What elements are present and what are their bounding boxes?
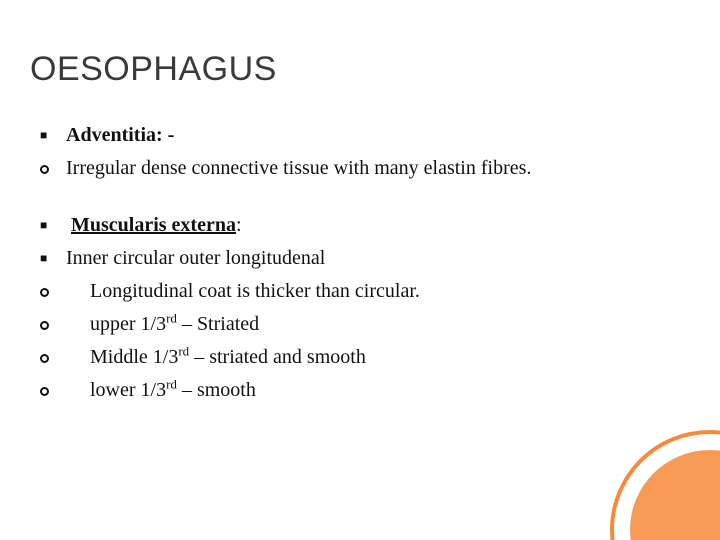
circle-bullet-icon — [40, 342, 66, 373]
circle-bullet-icon — [40, 276, 66, 307]
list-item: Middle 1/3rd – striated and smooth — [40, 342, 680, 373]
list-item: ■ Adventitia: - — [40, 120, 680, 151]
list-item: lower 1/3rd – smooth — [40, 375, 680, 406]
list-item: ■ Muscularis externa: — [40, 210, 680, 241]
square-bullet-icon: ■ — [40, 243, 66, 274]
item-text: Longitudinal coat is thicker than circul… — [66, 276, 680, 307]
list-item: Longitudinal coat is thicker than circul… — [40, 276, 680, 307]
item-text: Irregular dense connective tissue with m… — [66, 153, 680, 184]
item-text: upper 1/3rd – Striated — [66, 309, 680, 340]
circle-bullet-icon — [40, 153, 66, 184]
slide-content: ■ Adventitia: - Irregular dense connecti… — [40, 120, 680, 408]
square-bullet-icon: ■ — [40, 210, 66, 241]
spacer — [40, 186, 680, 210]
square-bullet-icon: ■ — [40, 120, 66, 151]
item-text: Muscularis externa: — [66, 210, 680, 241]
list-item: upper 1/3rd – Striated — [40, 309, 680, 340]
item-text: Inner circular outer longitudenal — [66, 243, 680, 274]
slide-title: OESOPHAGUS — [30, 50, 277, 89]
circle-bullet-icon — [40, 375, 66, 406]
slide: OESOPHAGUS ■ Adventitia: - Irregular den… — [0, 0, 720, 540]
item-text: Adventitia: - — [66, 120, 680, 151]
circle-bullet-icon — [40, 309, 66, 340]
list-item: ■ Inner circular outer longitudenal — [40, 243, 680, 274]
corner-decoration-icon — [610, 430, 720, 540]
item-text: Middle 1/3rd – striated and smooth — [66, 342, 680, 373]
list-item: Irregular dense connective tissue with m… — [40, 153, 680, 184]
item-text: lower 1/3rd – smooth — [66, 375, 680, 406]
